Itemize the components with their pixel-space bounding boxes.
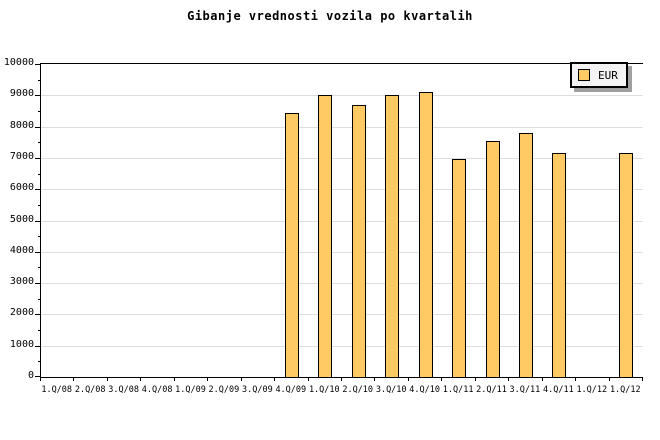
gridline <box>41 220 643 222</box>
y-axis-tick-label: 7000 <box>9 150 34 162</box>
bar-2.Q/10 <box>351 105 366 377</box>
y-axis-tick-label: 0 <box>27 370 34 381</box>
x-axis-tick-label: 2.Q/08 <box>74 385 106 395</box>
bar-4.Q/10 <box>418 92 433 377</box>
legend-series-label: EUR <box>598 68 618 82</box>
bar-1.Q/12 <box>619 153 634 377</box>
y-axis-tick-label: 1000 <box>9 338 34 350</box>
y-axis-minor-tick <box>38 330 41 332</box>
gridline <box>41 251 643 253</box>
y-axis-tick-label: 10000 <box>3 57 34 68</box>
bar-1.Q/11 <box>452 159 467 377</box>
y-axis-major-tick <box>35 157 41 159</box>
x-axis-tick <box>541 377 543 381</box>
x-axis-tick-label: 4.Q/08 <box>141 385 173 395</box>
y-axis-major-tick <box>35 314 41 316</box>
x-axis-tick-label: 3.Q/11 <box>509 385 541 395</box>
x-axis-tick <box>207 377 209 381</box>
x-axis-tick <box>307 377 309 381</box>
y-axis-major-tick <box>35 95 41 97</box>
gridline <box>41 95 643 97</box>
x-axis-tick <box>240 377 242 381</box>
x-axis-tick <box>642 377 643 381</box>
x-axis-tick <box>575 377 577 381</box>
y-axis-tick-label: 5000 <box>9 213 34 225</box>
y-axis-major-tick <box>35 283 41 285</box>
gridline <box>41 345 643 347</box>
x-axis-tick-label: 2.Q/10 <box>342 385 374 395</box>
y-axis-tick-label: 8000 <box>9 119 34 131</box>
x-axis-tick-label: 1.Q/12 <box>609 385 641 395</box>
y-axis-minor-tick <box>38 361 41 363</box>
bar-4.Q/11 <box>552 153 567 377</box>
x-axis-tick <box>106 377 108 381</box>
y-axis-minor-tick <box>38 236 41 238</box>
x-axis-tick <box>140 377 142 381</box>
x-axis-tick <box>173 377 175 381</box>
y-axis-major-tick <box>35 251 41 253</box>
y-axis-major-tick <box>35 126 41 128</box>
y-axis-tick-label: 4000 <box>9 244 34 256</box>
x-axis-tick-label: 4.Q/10 <box>409 385 440 395</box>
x-axis-tick-label: 3.Q/10 <box>375 385 407 395</box>
bar-2.Q/11 <box>485 141 500 377</box>
x-axis-tick <box>341 377 342 381</box>
y-axis-minor-tick <box>38 267 41 269</box>
x-axis-tick-label: 1.Q/08 <box>41 385 73 395</box>
y-axis-minor-tick <box>38 142 41 144</box>
x-axis-tick <box>374 377 376 381</box>
x-axis-tick-label: 4.Q/11 <box>543 385 574 395</box>
x-axis-tick-label: 4.Q/09 <box>275 385 307 395</box>
x-axis-tick <box>407 377 409 381</box>
x-axis-tick-label: 2.Q/11 <box>476 385 507 395</box>
bar-4.Q/09 <box>284 113 299 377</box>
x-axis-tick <box>608 377 610 381</box>
gridline <box>41 126 643 128</box>
x-axis-tick-label: 1.Q/09 <box>175 385 206 395</box>
y-axis-major-tick <box>35 189 41 191</box>
x-axis-tick <box>474 377 476 381</box>
gridline <box>41 157 643 159</box>
y-axis-tick-label: 6000 <box>9 182 34 194</box>
x-axis-tick <box>441 377 443 381</box>
x-axis-tick-label: 1.Q/12 <box>576 385 608 395</box>
x-axis-tick-label: 3.Q/09 <box>242 385 273 395</box>
y-axis-minor-tick <box>38 173 41 175</box>
gridline <box>41 314 643 316</box>
y-axis-minor-tick <box>38 79 41 81</box>
y-axis-major-tick <box>35 345 41 347</box>
y-axis-minor-tick <box>38 298 41 300</box>
chart-title: Gibanje vrednosti vozila po kvartalih <box>187 9 473 23</box>
x-axis-tick <box>274 377 276 381</box>
x-axis-tick-label: 3.Q/08 <box>108 385 139 395</box>
y-axis-tick-label: 3000 <box>9 276 34 288</box>
x-axis-tick <box>73 377 75 381</box>
y-axis-major-tick <box>35 64 41 65</box>
legend: EUR <box>570 62 628 88</box>
bar-1.Q/10 <box>318 95 333 377</box>
y-axis-major-tick <box>35 220 41 222</box>
x-axis-tick-label: 1.Q/11 <box>442 385 474 395</box>
bar-3.Q/11 <box>518 133 533 377</box>
bar-3.Q/10 <box>385 95 400 377</box>
gridline <box>41 189 643 191</box>
y-axis-major-tick <box>35 376 41 377</box>
y-axis-minor-tick <box>38 110 41 112</box>
y-axis-tick-label: 2000 <box>9 307 34 319</box>
y-axis-minor-tick <box>38 204 41 206</box>
plot-area <box>35 63 643 378</box>
y-axis-tick-label: 9000 <box>9 88 34 100</box>
x-axis-tick-label: 2.Q/09 <box>208 385 240 395</box>
x-axis-tick <box>40 377 41 381</box>
gridline <box>41 283 643 285</box>
x-axis-tick-label: 1.Q/10 <box>308 385 340 395</box>
x-axis-tick <box>508 377 510 381</box>
legend-swatch-icon <box>578 69 590 81</box>
